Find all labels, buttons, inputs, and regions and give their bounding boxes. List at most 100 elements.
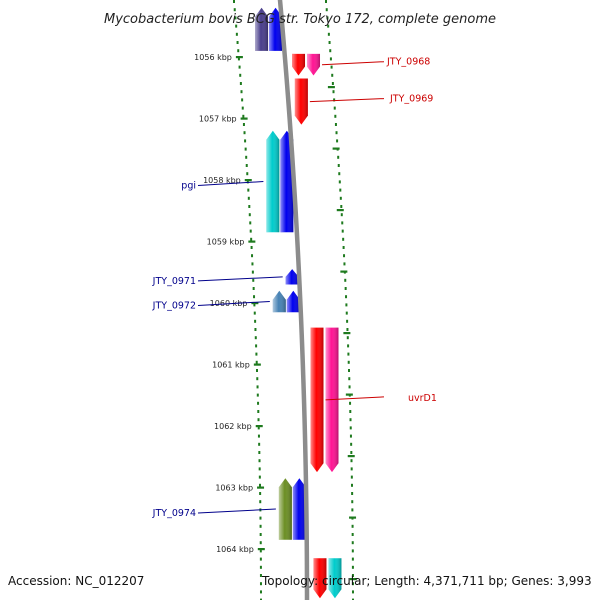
ring-dot-outer-left: [239, 82, 242, 85]
gene-label-leader: [197, 300, 270, 306]
ring-dot-outer-left: [258, 442, 261, 446]
ring-dot-outer-left: [258, 451, 261, 454]
ring-dot-outer-left: [260, 598, 262, 600]
ring-dot-outer-right: [337, 164, 340, 167]
ring-dot-outer-left: [247, 196, 250, 200]
tick-label: 1064 kbp: [216, 545, 254, 554]
ring-dot-outer-left: [259, 590, 262, 594]
tick-mark-right: [345, 393, 353, 396]
ring-dot-outer-left: [259, 524, 262, 528]
ring-dot-outer-left: [258, 483, 261, 487]
ring-dot-outer-right: [350, 475, 353, 479]
gene-label: JTY_0974: [152, 508, 196, 519]
tick-label: 1063 kbp: [215, 484, 253, 493]
ring-dot-outer-left: [259, 557, 262, 561]
tick-mark-right: [340, 270, 348, 273]
ring-dot-outer-right: [349, 434, 352, 438]
ring-dot-outer-right: [329, 49, 332, 53]
ring-dot-outer-left: [252, 278, 255, 282]
gene-arrow-shading: [328, 558, 342, 599]
tick-mark-right: [332, 147, 340, 150]
gene-arrow-shading: [269, 7, 283, 51]
gene-label-leader: [325, 396, 385, 401]
ring-dot-outer-right: [331, 73, 334, 77]
ring-dot-outer-left: [234, 16, 237, 20]
ring-dot-outer-right: [335, 131, 338, 135]
gene-label: JTY_0972: [152, 300, 196, 311]
ring-dot-outer-left: [259, 582, 262, 586]
ring-dot-outer-right: [332, 90, 335, 94]
ring-dot-outer-left: [248, 213, 251, 217]
ring-dot-outer-left: [235, 32, 238, 36]
ring-dot-outer-right: [350, 467, 353, 471]
ring-dot-outer-left: [251, 262, 254, 266]
gene-label: JTY_0969: [389, 94, 433, 105]
ring-dot-outer-left: [253, 295, 256, 299]
tick-label: 1058 kbp: [203, 176, 241, 185]
ring-dot-outer-left: [254, 328, 257, 331]
ring-dot-outer-right: [340, 205, 343, 208]
ring-dot-outer-left: [257, 434, 260, 438]
ring-dot-outer-right: [346, 319, 349, 323]
ring-dot-outer-right: [346, 328, 349, 331]
ring-dot-outer-left: [250, 237, 253, 241]
ring-dot-outer-left: [255, 344, 258, 348]
ring-dot-outer-left: [243, 131, 246, 135]
tick-mark-left: [257, 486, 265, 489]
ring-dot-outer-left: [249, 229, 252, 233]
ring-dot-outer-left: [242, 114, 245, 118]
gene-arrow-shading: [313, 558, 327, 599]
ring-dot-outer-right: [328, 41, 331, 44]
gene-arrow-shading: [278, 478, 292, 540]
ring-dot-outer-right: [349, 418, 352, 422]
ring-dot-outer-right: [350, 459, 353, 463]
ring-dot-outer-right: [349, 410, 352, 413]
accession-text: Accession: NC_012207: [8, 574, 145, 588]
ring-dot-outer-left: [259, 574, 262, 577]
ring-dot-outer-left: [238, 65, 241, 69]
ring-dot-outer-right: [325, 0, 327, 3]
tick-label: 1062 kbp: [214, 422, 252, 431]
tick-mark-left: [240, 117, 248, 120]
gene-label-leader: [197, 508, 276, 514]
ring-dot-guides: [233, 0, 354, 600]
ring-dot-outer-left: [246, 180, 249, 184]
topology-text: Topology: circular; Length: 4,371,711 bp…: [262, 574, 592, 588]
gene-label: uvrD1: [408, 393, 437, 404]
ring-dot-outer-left: [256, 393, 259, 397]
tick-mark-right: [349, 578, 357, 581]
ring-dot-outer-left: [253, 303, 256, 307]
ring-dot-outer-right: [350, 442, 353, 446]
ring-dot-outer-left: [242, 123, 245, 126]
gene-arrow-shading: [266, 130, 280, 233]
ring-dot-outer-right: [351, 549, 354, 553]
gene-label-leader: [197, 181, 264, 187]
ring-dot-outer-right: [330, 65, 333, 69]
ring-dot-outer-right: [351, 500, 354, 504]
gene-arrow-shading: [285, 269, 299, 285]
ring-dot-outer-left: [257, 418, 260, 422]
ring-dot-outer-right: [333, 106, 336, 110]
ring-dot-outer-right: [329, 57, 332, 61]
ring-dot-outer-left: [247, 188, 250, 192]
tick-mark-right: [347, 455, 355, 458]
ring-dot-outer-right: [350, 451, 353, 454]
gene-arrow-shading: [294, 78, 308, 125]
ring-dot-outer-right: [351, 508, 354, 512]
ring-dot-outer-right: [352, 598, 354, 600]
gene-label: JTY_0968: [386, 57, 430, 68]
ring-dot-outer-right: [351, 574, 354, 577]
tick-mark-left: [253, 363, 261, 366]
ring-dot-outer-right: [347, 360, 350, 364]
ring-dot-outer-left: [245, 155, 248, 159]
ring-dot-outer-right: [342, 246, 345, 249]
tick-label: 1059 kbp: [207, 238, 245, 247]
ring-dot-outer-left: [258, 467, 261, 471]
ring-dot-outer-right: [351, 565, 354, 569]
ring-dot-outer-left: [255, 352, 258, 356]
gene-arrow-shading: [255, 7, 269, 51]
ring-dot-outer-left: [256, 385, 259, 389]
